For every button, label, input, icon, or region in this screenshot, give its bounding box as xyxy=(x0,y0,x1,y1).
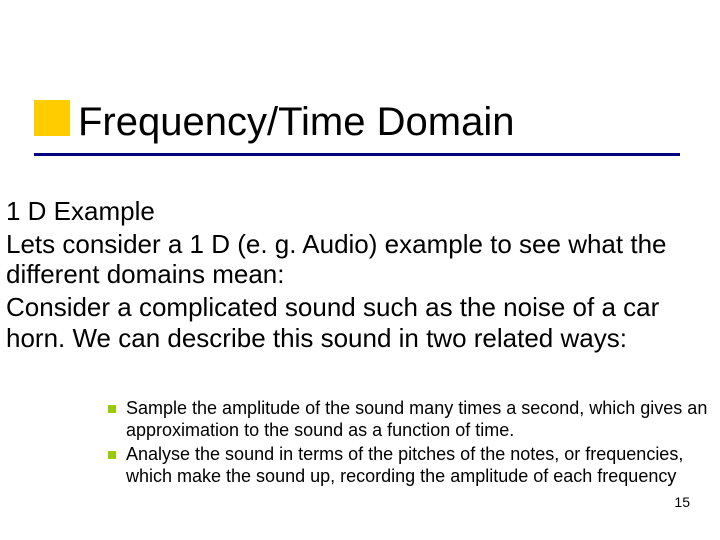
slide-title: Frequency/Time Domain xyxy=(78,100,514,145)
paragraph-3: Consider a complicated sound such as the… xyxy=(6,292,711,353)
slide: Frequency/Time Domain 1 D Example Lets c… xyxy=(0,0,720,540)
accent-box xyxy=(34,100,70,136)
bullet-text-2: Analyse the sound in terms of the pitche… xyxy=(126,444,708,488)
list-item: Sample the amplitude of the sound many t… xyxy=(108,398,708,442)
square-bullet-icon xyxy=(108,451,116,459)
paragraph-1: 1 D Example xyxy=(6,196,711,227)
page-number: 15 xyxy=(674,494,690,510)
body-text: 1 D Example Lets consider a 1 D (e. g. A… xyxy=(6,196,711,355)
bullet-text-1: Sample the amplitude of the sound many t… xyxy=(126,398,708,442)
square-bullet-icon xyxy=(108,405,116,413)
title-underline xyxy=(34,153,680,156)
paragraph-2: Lets consider a 1 D (e. g. Audio) exampl… xyxy=(6,229,711,290)
list-item: Analyse the sound in terms of the pitche… xyxy=(108,444,708,488)
bullet-list: Sample the amplitude of the sound many t… xyxy=(108,398,708,490)
